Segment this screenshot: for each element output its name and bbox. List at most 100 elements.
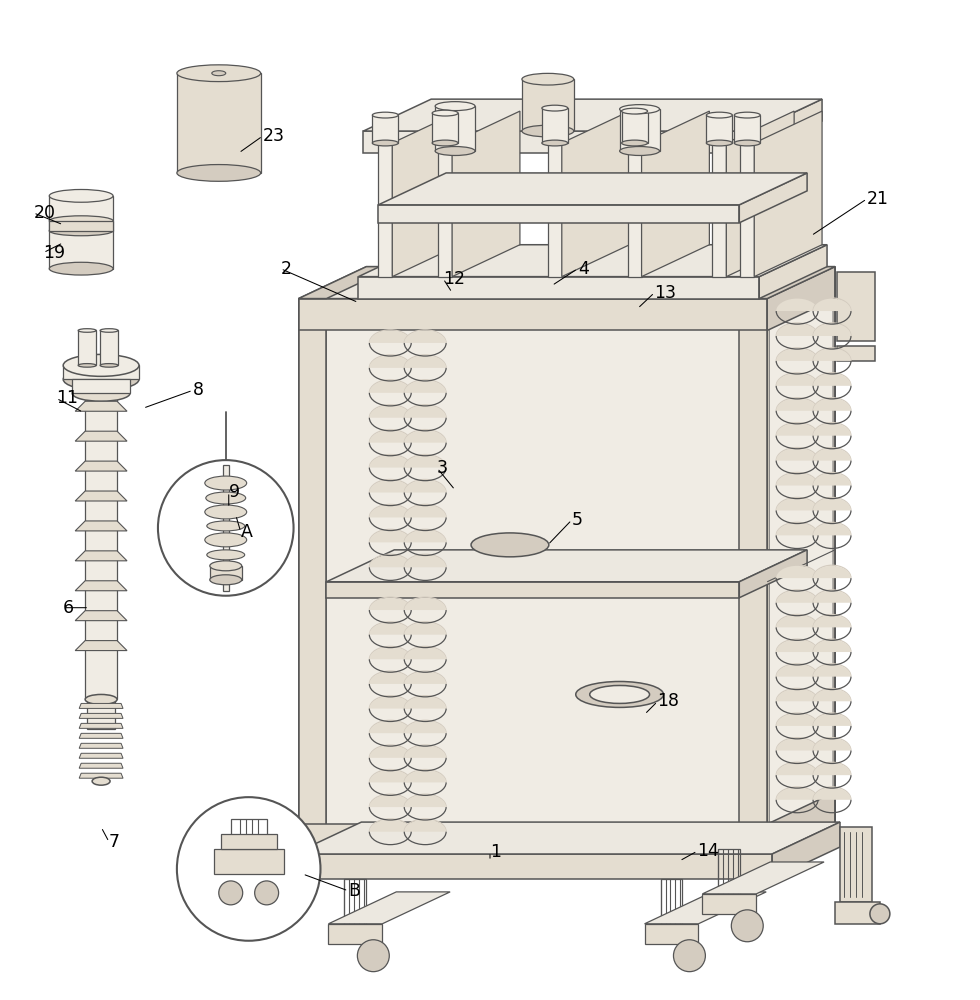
Polygon shape xyxy=(404,622,446,635)
Polygon shape xyxy=(404,430,446,443)
Polygon shape xyxy=(813,448,851,461)
Polygon shape xyxy=(776,423,818,436)
Text: 13: 13 xyxy=(655,284,676,302)
Ellipse shape xyxy=(621,108,648,114)
Text: 14: 14 xyxy=(698,842,719,860)
Polygon shape xyxy=(299,299,326,854)
Polygon shape xyxy=(79,733,123,738)
Polygon shape xyxy=(813,566,851,578)
Text: 8: 8 xyxy=(193,381,204,399)
Ellipse shape xyxy=(731,910,763,942)
Polygon shape xyxy=(369,770,412,782)
Polygon shape xyxy=(75,401,127,411)
Polygon shape xyxy=(75,431,127,441)
Polygon shape xyxy=(328,892,450,924)
Text: A: A xyxy=(241,523,253,541)
Text: 11: 11 xyxy=(56,389,78,407)
Circle shape xyxy=(177,797,320,941)
Ellipse shape xyxy=(619,147,660,155)
Polygon shape xyxy=(734,115,760,143)
Polygon shape xyxy=(79,743,123,748)
Polygon shape xyxy=(79,773,123,778)
Polygon shape xyxy=(369,430,412,443)
Polygon shape xyxy=(359,277,760,299)
Ellipse shape xyxy=(372,112,398,118)
Polygon shape xyxy=(75,461,127,471)
Text: 19: 19 xyxy=(43,244,66,262)
Polygon shape xyxy=(369,505,412,517)
Polygon shape xyxy=(369,530,412,542)
Polygon shape xyxy=(813,423,851,436)
Ellipse shape xyxy=(621,140,648,146)
Polygon shape xyxy=(776,788,818,800)
Polygon shape xyxy=(739,299,767,854)
Circle shape xyxy=(158,460,294,596)
Polygon shape xyxy=(404,795,446,807)
Polygon shape xyxy=(542,108,567,143)
Ellipse shape xyxy=(49,226,113,236)
Ellipse shape xyxy=(358,940,389,972)
Text: 21: 21 xyxy=(867,190,889,208)
Polygon shape xyxy=(776,590,818,603)
Polygon shape xyxy=(776,523,818,535)
Ellipse shape xyxy=(78,364,96,367)
Polygon shape xyxy=(813,590,851,603)
Polygon shape xyxy=(813,473,851,486)
Polygon shape xyxy=(328,924,382,944)
Polygon shape xyxy=(435,106,475,151)
Ellipse shape xyxy=(100,364,118,367)
Polygon shape xyxy=(840,827,872,902)
Polygon shape xyxy=(404,455,446,468)
Polygon shape xyxy=(299,299,767,330)
Ellipse shape xyxy=(590,685,650,703)
Polygon shape xyxy=(707,115,732,143)
Text: 7: 7 xyxy=(109,833,121,851)
Polygon shape xyxy=(326,550,808,582)
Polygon shape xyxy=(79,723,123,728)
Polygon shape xyxy=(299,824,767,854)
Polygon shape xyxy=(75,551,127,561)
Polygon shape xyxy=(776,615,818,627)
Polygon shape xyxy=(364,99,822,131)
Ellipse shape xyxy=(100,329,118,332)
Polygon shape xyxy=(813,763,851,775)
Ellipse shape xyxy=(432,110,458,116)
Polygon shape xyxy=(75,611,127,621)
Ellipse shape xyxy=(78,329,96,332)
Polygon shape xyxy=(404,555,446,567)
Polygon shape xyxy=(369,647,412,659)
Polygon shape xyxy=(404,380,446,393)
Ellipse shape xyxy=(73,385,130,401)
Polygon shape xyxy=(404,672,446,684)
Polygon shape xyxy=(210,566,242,580)
Polygon shape xyxy=(369,355,412,368)
Polygon shape xyxy=(619,109,660,151)
Polygon shape xyxy=(75,581,127,591)
Polygon shape xyxy=(369,819,412,832)
Ellipse shape xyxy=(205,505,247,519)
Polygon shape xyxy=(740,143,755,277)
Polygon shape xyxy=(75,521,127,531)
Polygon shape xyxy=(79,763,123,768)
Polygon shape xyxy=(755,99,822,153)
Ellipse shape xyxy=(64,368,139,390)
Polygon shape xyxy=(299,299,326,854)
Ellipse shape xyxy=(522,125,573,137)
Polygon shape xyxy=(359,245,827,277)
Polygon shape xyxy=(372,115,398,143)
Text: 5: 5 xyxy=(571,511,583,529)
Polygon shape xyxy=(73,379,130,393)
Ellipse shape xyxy=(85,694,117,704)
Polygon shape xyxy=(726,111,794,277)
Polygon shape xyxy=(767,550,835,582)
Ellipse shape xyxy=(210,561,242,571)
Polygon shape xyxy=(776,299,818,311)
Polygon shape xyxy=(75,641,127,651)
Polygon shape xyxy=(177,73,261,173)
Polygon shape xyxy=(813,689,851,701)
Polygon shape xyxy=(627,143,642,277)
Polygon shape xyxy=(755,111,822,277)
Text: 2: 2 xyxy=(280,260,292,278)
Ellipse shape xyxy=(870,904,890,924)
Polygon shape xyxy=(214,849,283,874)
